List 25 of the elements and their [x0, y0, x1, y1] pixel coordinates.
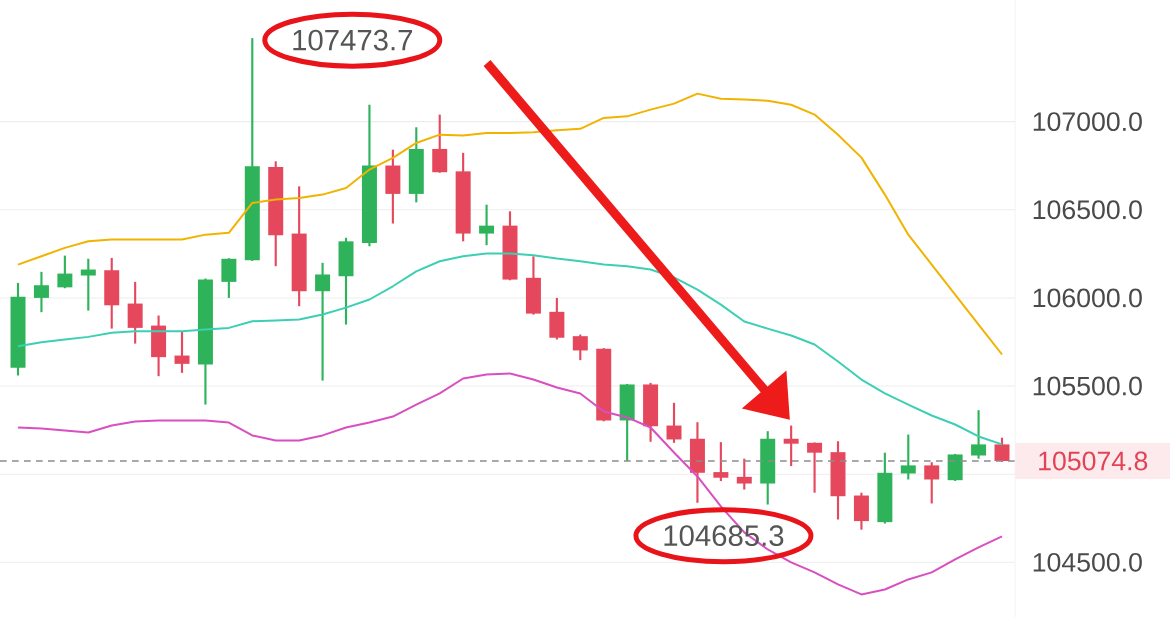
y-tick-label: 105500.0 — [1033, 376, 1142, 396]
candlestick — [994, 436, 1010, 463]
candlestick — [900, 433, 916, 481]
candlestick — [783, 424, 799, 468]
annotation: 107473.7 — [293, 29, 412, 51]
candlestick — [221, 257, 237, 299]
candlestick — [924, 461, 940, 505]
candlestick — [971, 409, 987, 460]
candlestick — [174, 330, 190, 374]
candlestick — [479, 203, 495, 247]
candlestick — [33, 270, 49, 314]
candlestick — [807, 441, 823, 494]
candlestick — [572, 333, 588, 362]
y-tick-label: 104500.0 — [1033, 552, 1142, 572]
candlestick — [736, 457, 752, 491]
ref-line-label: 105074.8 — [1039, 451, 1148, 471]
y-tick-label: 107000.0 — [1033, 112, 1142, 132]
candlestick — [315, 261, 331, 382]
y-tick-label: 106500.0 — [1033, 200, 1142, 220]
candlestick — [80, 257, 96, 312]
candlestick — [713, 441, 729, 483]
y-tick-label: 106000.0 — [1033, 288, 1142, 308]
candlestick — [432, 113, 448, 174]
candlestick — [57, 254, 73, 290]
candlestick — [666, 401, 682, 444]
